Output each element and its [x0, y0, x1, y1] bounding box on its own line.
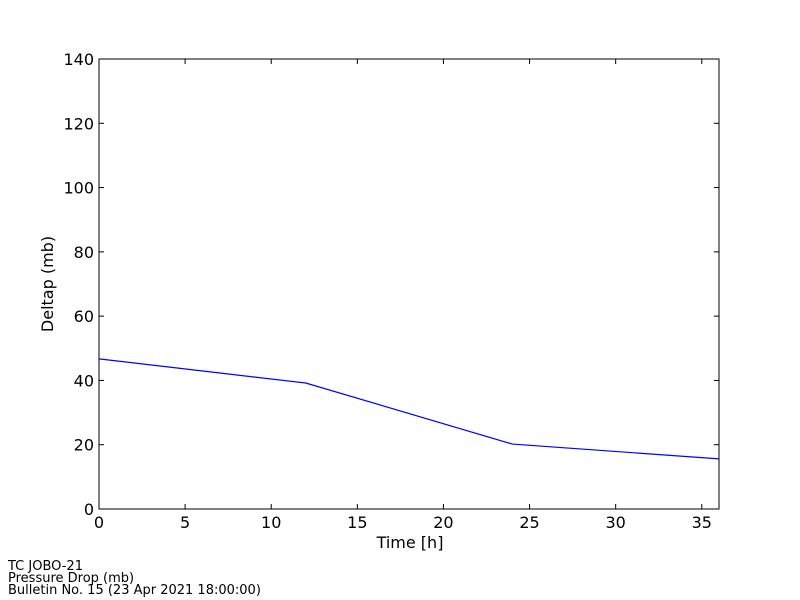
footer-note: Bulletin No. 15 (23 Apr 2021 18:00:00) [8, 583, 261, 598]
x-axis-label: Time [h] [376, 533, 444, 552]
y-tick-label: 120 [63, 114, 94, 133]
x-tick-label: 30 [605, 513, 625, 532]
footer-note: Pressure Drop (mb) [8, 571, 134, 586]
y-tick-label: 140 [63, 50, 94, 69]
y-tick-label: 20 [74, 436, 94, 455]
plot-frame [98, 58, 720, 510]
y-tick-label: 80 [74, 243, 94, 262]
x-tick-label: 35 [692, 513, 712, 532]
data-line [98, 358, 720, 460]
x-tick-label: 25 [519, 513, 539, 532]
x-tick-label: 10 [261, 513, 281, 532]
x-tick-label: 0 [94, 513, 104, 532]
y-tick-label: 0 [84, 500, 94, 519]
x-tick-label: 5 [180, 513, 190, 532]
x-tick-label: 20 [433, 513, 453, 532]
footer-note: TC JOBO-21 [7, 559, 83, 574]
x-tick-label: 15 [347, 513, 367, 532]
y-tick-label: 40 [74, 371, 94, 390]
y-tick-label: 100 [63, 179, 94, 198]
y-axis-label: Deltap (mb) [38, 236, 57, 332]
y-tick-label: 60 [74, 307, 94, 326]
